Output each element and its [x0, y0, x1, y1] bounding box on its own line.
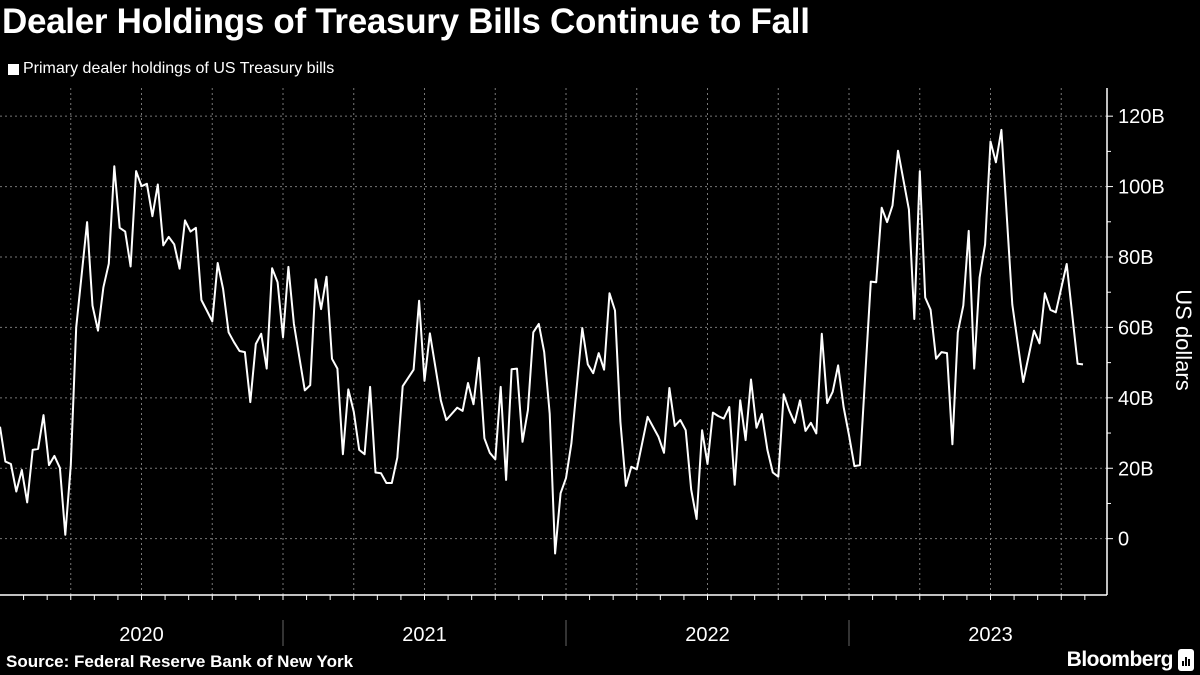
y-tick-label: 60B — [1118, 317, 1154, 339]
x-tick-label: 2022 — [685, 624, 730, 646]
legend-label: Primary dealer holdings of US Treasury b… — [23, 60, 335, 77]
y-tick-label: 0 — [1118, 529, 1129, 551]
legend-swatch — [8, 63, 19, 75]
x-axis-ticks: 2020 2021 2022 2023 — [23, 595, 1086, 646]
y-tick-label: 40B — [1118, 388, 1154, 410]
terminal-icon — [1178, 649, 1194, 671]
source-note: Source: Federal Reserve Bank of New York — [6, 652, 354, 671]
axes — [0, 88, 1108, 596]
y-tick-label: 80B — [1118, 247, 1154, 269]
y-axis-label: US dollars — [1171, 289, 1196, 390]
y-tick-label: 20B — [1118, 458, 1154, 480]
series-line — [0, 128, 1084, 555]
x-tick-label: 2021 — [402, 624, 447, 646]
bloomberg-logo: Bloomberg — [1067, 648, 1194, 672]
x-tick-label: 2023 — [968, 624, 1013, 646]
y-tick-label: 120B — [1118, 106, 1165, 128]
legend: Primary dealer holdings of US Treasury b… — [8, 60, 334, 78]
chart-title: Dealer Holdings of Treasury Bills Contin… — [2, 2, 810, 41]
series-layer — [0, 128, 1084, 555]
x-tick-label: 2020 — [119, 624, 164, 646]
y-tick-label: 100B — [1118, 177, 1165, 199]
y-axis-ticks: 0 20B 40B 60B 80B 100B 120B — [1107, 106, 1165, 551]
brand-name: Bloomberg — [1066, 648, 1174, 671]
